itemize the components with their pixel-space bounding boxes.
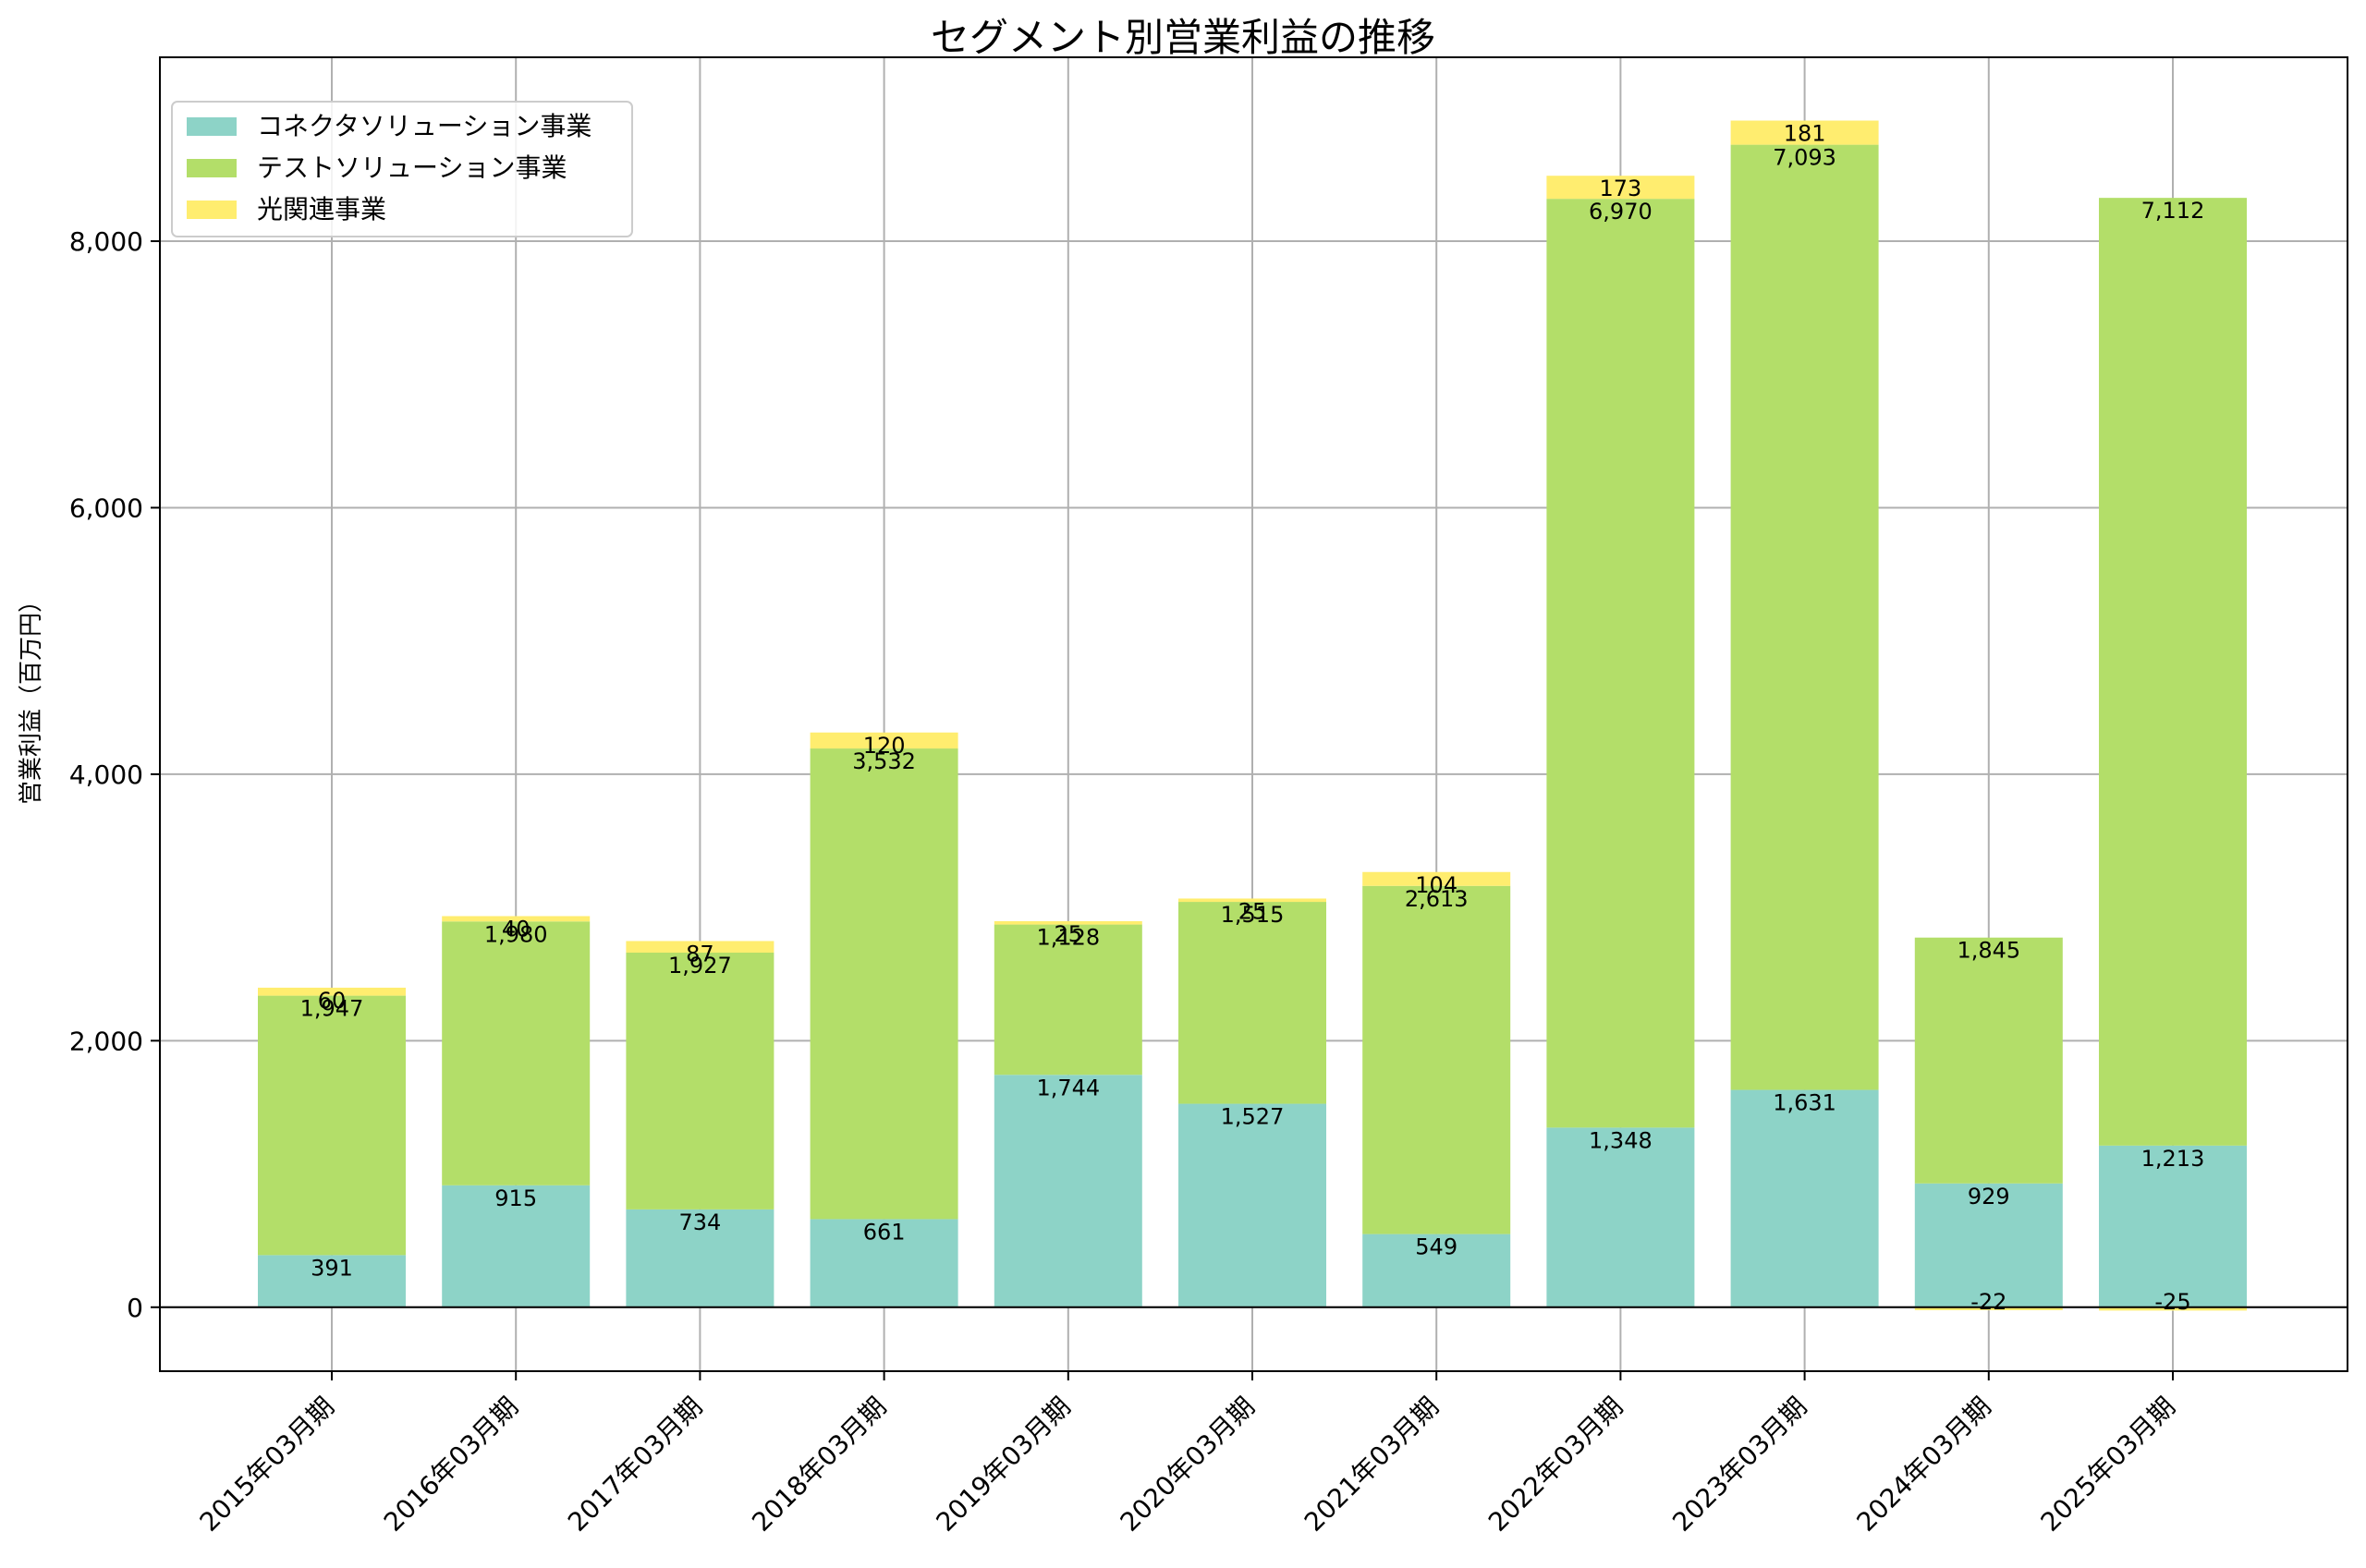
bar-segment: [1730, 144, 1879, 1090]
plot-frame: [159, 56, 2348, 1372]
bar-segment: [258, 1255, 406, 1307]
chart-title: セグメント別営業利益の推移: [931, 15, 1435, 60]
bar-value-label: 1,744: [1036, 1075, 1100, 1100]
x-tick-label: 2025年03月期: [2035, 1392, 2181, 1538]
x-tick-label: 2021年03月期: [1299, 1392, 1445, 1538]
bar-value-label: 2,613: [1405, 886, 1469, 912]
data-labels: 391 915 734 661 1,744 1,527 549 1,348 1,631 929 1,…: [300, 121, 2205, 1315]
bar-segment: [1362, 1234, 1511, 1307]
y-axis-title: 営業利益（百万円）: [18, 589, 45, 805]
bar-segment: [2099, 1145, 2247, 1307]
bar-value-label: 7,112: [2141, 198, 2205, 224]
x-tick-label: 2019年03月期: [930, 1392, 1076, 1538]
y-tick-label: 8,000: [69, 226, 143, 257]
bar-value-label: 1,927: [668, 953, 732, 978]
legend-swatch: [187, 201, 237, 219]
x-tick-label: 2022年03月期: [1482, 1392, 1628, 1538]
bar-segment: [994, 924, 1142, 1076]
bar-value-label: 7,093: [1773, 145, 1836, 171]
bar-value-label: -22: [1970, 1289, 2006, 1315]
bar-value-label: 1,980: [484, 921, 548, 947]
bar-segment: [1730, 120, 1879, 145]
bar-segment: [258, 987, 406, 996]
bar-value-label: 60: [318, 988, 347, 1014]
y-tick-label: 4,000: [69, 760, 143, 790]
bar-segment: [810, 748, 958, 1220]
bar-value-label: 929: [1968, 1184, 2010, 1209]
bar-segment: [810, 732, 958, 749]
bar-segment: [626, 953, 774, 1209]
y-tick-label: 0: [127, 1293, 143, 1323]
bar-value-label: 1,128: [1036, 925, 1100, 951]
bar-value-label: 40: [502, 916, 531, 942]
bar-segment: [1178, 1103, 1326, 1307]
bar-segment: [626, 941, 774, 954]
bar-value-label: 1,631: [1773, 1090, 1836, 1116]
bar-segment: [1914, 937, 2063, 1184]
x-tick-label: 2023年03月期: [1666, 1392, 1812, 1538]
legend-box: [171, 101, 633, 237]
x-tick-label: 2017年03月期: [562, 1392, 708, 1538]
bar-value-label: 173: [1599, 176, 1641, 201]
bar-value-label: 549: [1415, 1234, 1457, 1260]
bar-value-label: 3,532: [852, 748, 916, 774]
bar-value-label: 6,970: [1589, 199, 1653, 225]
bar-segment: [442, 921, 591, 1185]
legend-label: コネクタソリューション事業: [257, 111, 592, 141]
bar-segment: [1914, 1307, 2063, 1310]
axes: 0 2,000 4,000 6,000 8,000 2015年03月期 2016年03月期 2…: [69, 56, 2348, 1538]
bar-segment: [1546, 176, 1695, 200]
bar-segment: [1546, 199, 1695, 1128]
bar-segment: [1362, 871, 1511, 886]
bar-value-label: 25: [1238, 898, 1267, 924]
bar-value-label: 1,527: [1221, 1104, 1285, 1130]
bar-value-label: 120: [863, 733, 906, 759]
bar-segment: [442, 916, 591, 922]
legend-swatch: [187, 117, 237, 136]
bar-segment: [1178, 898, 1326, 903]
bar-value-label: 1,515: [1221, 902, 1285, 928]
bar-segment: [1914, 1183, 2063, 1307]
bar-segment: [1178, 902, 1326, 1104]
bar-value-label: 1,213: [2141, 1146, 2205, 1172]
x-tick-label: 2015年03月期: [194, 1392, 340, 1538]
bar-segment: [1362, 885, 1511, 1234]
bar-value-label: 25: [1055, 921, 1083, 947]
bar-segment: [810, 1219, 958, 1307]
bar-segment: [1546, 1127, 1695, 1307]
x-tick-label: 2024年03月期: [1850, 1392, 1996, 1538]
bar-segment: [258, 995, 406, 1256]
bars: [258, 120, 2247, 1311]
bar-value-label: 661: [863, 1219, 906, 1245]
y-tick-label: 6,000: [69, 492, 143, 523]
bar-value-label: 1,845: [1957, 938, 2020, 964]
bar-value-label: 1,947: [300, 996, 364, 1022]
x-tick-label: 2016年03月期: [378, 1392, 524, 1538]
bar-value-label: 104: [1415, 872, 1457, 898]
bar-value-label: 734: [678, 1209, 721, 1235]
bar-segment: [1730, 1089, 1879, 1307]
bar-value-label: 391: [311, 1255, 353, 1281]
bar-value-label: -25: [2154, 1289, 2190, 1315]
bar-value-label: 181: [1784, 121, 1826, 147]
x-tick-label: 2020年03月期: [1115, 1392, 1261, 1538]
bar-segment: [626, 1209, 774, 1307]
bar-segment: [442, 1185, 591, 1307]
y-tick-label: 2,000: [69, 1026, 143, 1056]
legend-swatch: [187, 159, 237, 177]
bar-segment: [2099, 1307, 2247, 1311]
bar-segment: [2099, 198, 2247, 1146]
bar-value-label: 1,348: [1589, 1127, 1653, 1153]
x-tick-label: 2018年03月期: [746, 1392, 892, 1538]
legend-label: 光関連事業: [257, 194, 386, 225]
bar-value-label: 915: [494, 1185, 537, 1211]
legend-label: テストソリューション事業: [257, 152, 567, 183]
bar-value-label: 87: [686, 941, 714, 966]
bar-segment: [994, 1075, 1142, 1307]
bar-segment: [994, 920, 1142, 925]
